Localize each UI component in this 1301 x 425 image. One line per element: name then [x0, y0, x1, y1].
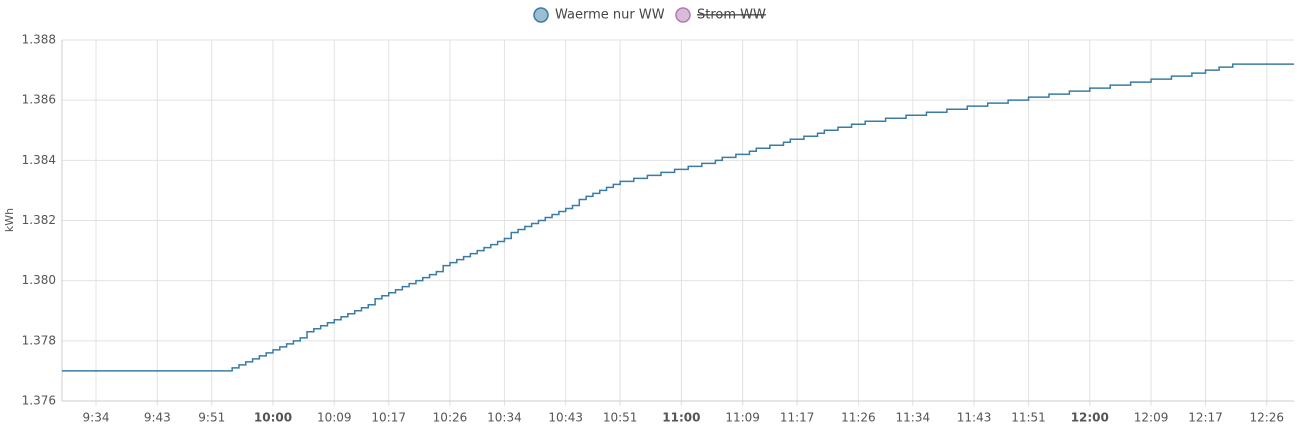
- x-tick-label: 11:26: [841, 411, 876, 425]
- x-tick-label: 9:43: [144, 411, 171, 425]
- y-tick-label: 1.384: [22, 153, 56, 167]
- y-tick-label: 1.386: [22, 93, 56, 107]
- y-tick-label: 1.388: [22, 33, 56, 47]
- x-tick-label: 10:43: [548, 411, 583, 425]
- x-tick-label: 10:26: [433, 411, 468, 425]
- legend-label[interactable]: Waerme nur WW: [555, 8, 665, 23]
- x-tick-label: 10:51: [603, 411, 638, 425]
- x-tick-label: 12:26: [1249, 411, 1284, 425]
- x-tick-label: 12:17: [1188, 411, 1223, 425]
- x-tick-label: 11:43: [957, 411, 992, 425]
- y-tick-label: 1.382: [22, 213, 56, 227]
- x-tick-label: 9:51: [198, 411, 225, 425]
- x-tick-label: 10:17: [371, 411, 406, 425]
- x-tick-label: 11:00: [662, 411, 700, 425]
- legend-marker[interactable]: [533, 7, 549, 23]
- x-tick-label: 10:34: [487, 411, 522, 425]
- x-tick-label: 9:34: [83, 411, 110, 425]
- x-tick-label: 11:09: [725, 411, 760, 425]
- legend-marker[interactable]: [675, 7, 691, 23]
- x-tick-label: 11:17: [780, 411, 815, 425]
- x-tick-label: 12:00: [1071, 411, 1109, 425]
- x-tick-label: 10:09: [317, 411, 352, 425]
- y-tick-label: 1.380: [22, 273, 56, 287]
- y-tick-label: 1.378: [22, 333, 56, 347]
- x-tick-label: 11:51: [1011, 411, 1046, 425]
- y-tick-label: 1.376: [22, 394, 56, 408]
- x-tick-label: 12:09: [1134, 411, 1169, 425]
- data-line: [62, 63, 1294, 372]
- x-tick-label: 11:34: [896, 411, 931, 425]
- legend-label[interactable]: Strom WW: [697, 8, 766, 23]
- x-tick-label: 10:00: [254, 411, 292, 425]
- y-axis-label: kWh: [3, 208, 16, 232]
